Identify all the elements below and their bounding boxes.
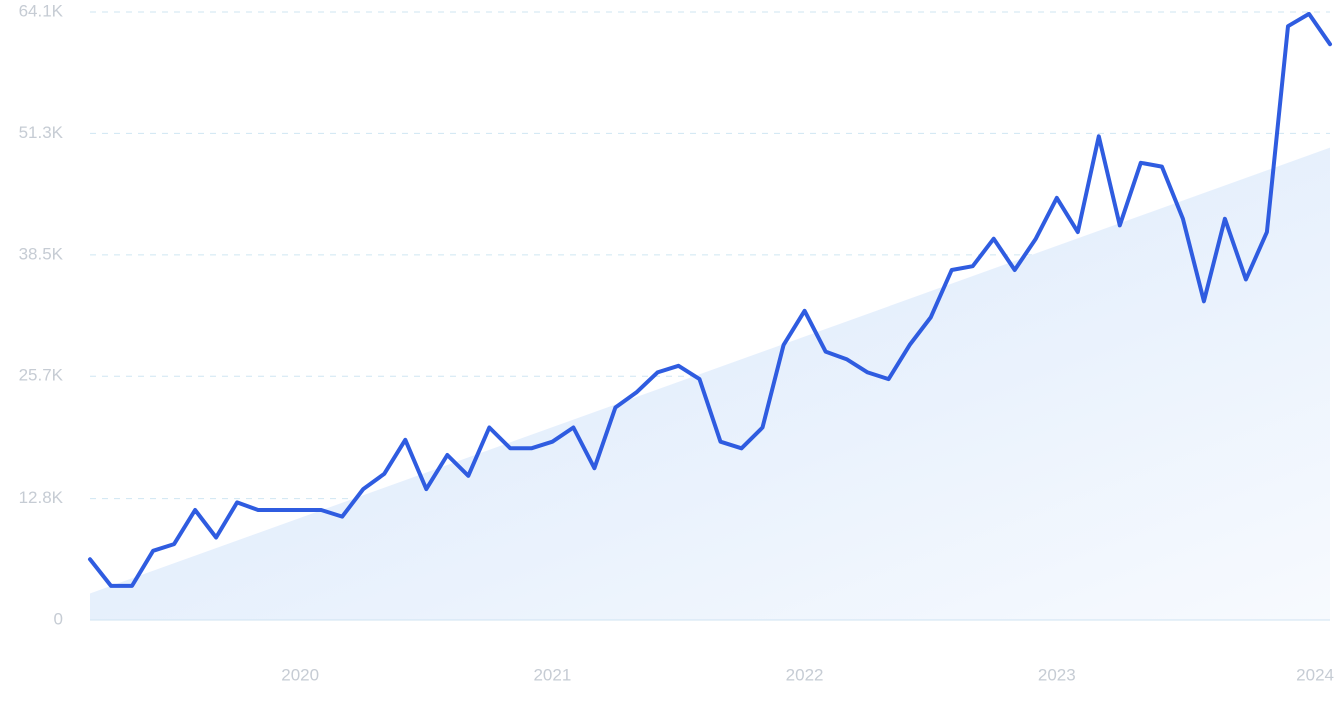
data-point[interactable] — [359, 485, 367, 493]
series-line — [88, 11, 1332, 588]
data-point[interactable] — [317, 506, 325, 514]
data-point[interactable] — [1179, 215, 1187, 223]
data-point[interactable] — [717, 438, 725, 446]
axes: 0 12.8K 25.7K 38.5K 51.3K 64.1K 2020 2021 2022 20… — [19, 1, 1334, 684]
data-point[interactable] — [1326, 40, 1334, 48]
y-tick-label: 51.3K — [19, 123, 64, 142]
y-tick-label: 12.8K — [19, 488, 64, 507]
data-point[interactable] — [275, 506, 283, 514]
data-point[interactable] — [485, 424, 493, 432]
data-point[interactable] — [86, 555, 94, 563]
data-point[interactable] — [1263, 228, 1271, 236]
data-point[interactable] — [170, 540, 178, 548]
trend-area — [90, 147, 1330, 620]
x-tick-label: 2023 — [1038, 665, 1076, 684]
data-point[interactable] — [443, 451, 451, 459]
x-tick-label: 2021 — [533, 665, 571, 684]
data-point[interactable] — [969, 262, 977, 270]
series-line-path — [88, 11, 1332, 588]
y-tick-label: 25.7K — [19, 366, 64, 385]
data-point[interactable] — [233, 498, 241, 506]
data-point[interactable] — [128, 582, 136, 590]
data-point[interactable] — [1095, 132, 1103, 140]
data-point[interactable] — [1074, 228, 1082, 236]
data-point[interactable] — [1221, 215, 1229, 223]
data-point[interactable] — [675, 362, 683, 370]
data-point[interactable] — [906, 341, 914, 349]
data-point[interactable] — [1200, 297, 1208, 305]
data-point[interactable] — [822, 348, 830, 356]
y-tick-label: 64.1K — [19, 1, 64, 20]
data-point[interactable] — [590, 464, 598, 472]
data-point[interactable] — [780, 341, 788, 349]
data-point[interactable] — [864, 368, 872, 376]
y-tick-label: 0 — [54, 609, 63, 628]
data-point[interactable] — [1032, 235, 1040, 243]
data-point[interactable] — [885, 375, 893, 383]
data-point[interactable] — [527, 444, 535, 452]
data-point[interactable] — [843, 355, 851, 363]
data-point[interactable] — [696, 375, 704, 383]
data-point[interactable] — [464, 472, 472, 480]
trend-area-fill — [90, 147, 1330, 620]
data-point[interactable] — [632, 388, 640, 396]
data-point[interactable] — [1284, 22, 1292, 30]
data-point[interactable] — [801, 307, 809, 315]
data-point[interactable] — [254, 506, 262, 514]
x-tick-label: 2024 — [1296, 665, 1334, 684]
data-point[interactable] — [611, 404, 619, 412]
data-point[interactable] — [380, 470, 388, 478]
data-point[interactable] — [990, 235, 998, 243]
data-point[interactable] — [1011, 266, 1019, 274]
x-tick-label: 2022 — [786, 665, 824, 684]
data-point[interactable] — [191, 506, 199, 514]
data-point[interactable] — [422, 485, 430, 493]
data-point[interactable] — [654, 368, 662, 376]
data-point[interactable] — [149, 547, 157, 555]
data-point[interactable] — [401, 436, 409, 444]
data-point[interactable] — [212, 534, 220, 542]
data-point[interactable] — [948, 266, 956, 274]
data-point[interactable] — [548, 438, 556, 446]
data-point[interactable] — [1116, 221, 1124, 229]
data-point[interactable] — [759, 424, 767, 432]
y-tick-label: 38.5K — [19, 244, 64, 263]
data-point[interactable] — [107, 582, 115, 590]
data-point[interactable] — [1137, 159, 1145, 167]
data-point[interactable] — [1305, 10, 1313, 18]
x-tick-label: 2020 — [281, 665, 319, 684]
data-point[interactable] — [506, 444, 514, 452]
data-point[interactable] — [1053, 194, 1061, 202]
data-point[interactable] — [296, 506, 304, 514]
data-point[interactable] — [1242, 276, 1250, 284]
data-point[interactable] — [569, 424, 577, 432]
data-point[interactable] — [1158, 163, 1166, 171]
data-point[interactable] — [927, 313, 935, 321]
data-point[interactable] — [338, 513, 346, 521]
data-point[interactable] — [738, 444, 746, 452]
